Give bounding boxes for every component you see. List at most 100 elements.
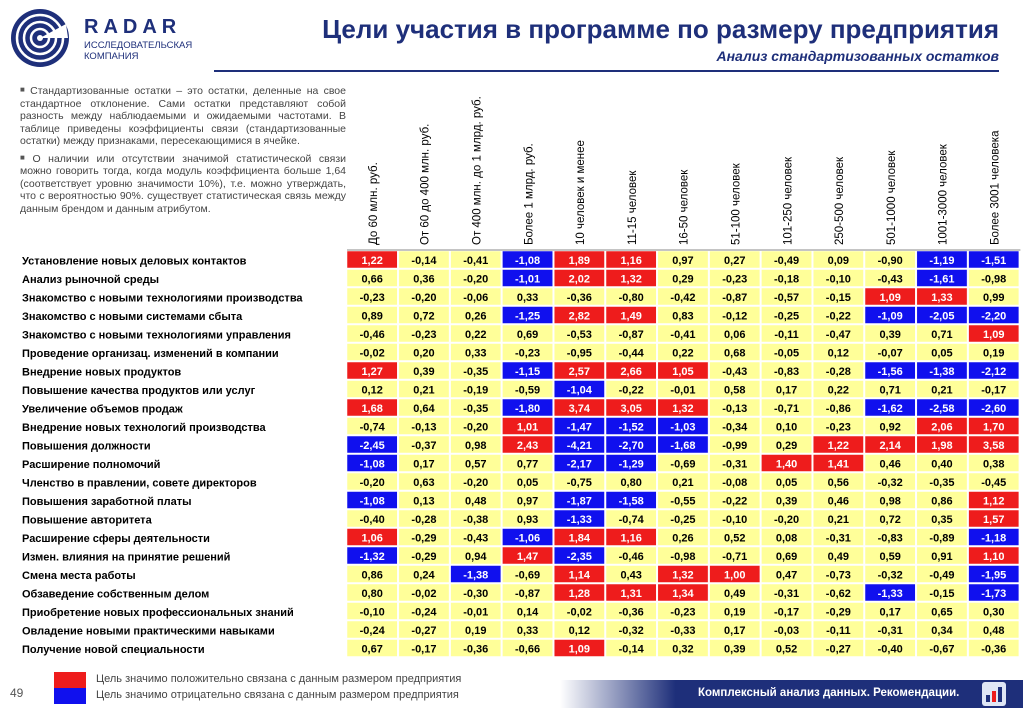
cell-value: -0,74	[360, 422, 386, 434]
cell	[450, 583, 502, 602]
cell	[605, 398, 657, 417]
bullet-icon: ■	[20, 85, 28, 94]
cell-value: 0,92	[879, 422, 900, 434]
cell	[553, 361, 605, 380]
cell	[968, 472, 1020, 491]
cell	[864, 343, 916, 361]
cell	[398, 472, 450, 491]
bullet-icon: ■	[20, 152, 30, 162]
cell	[450, 398, 502, 417]
cell-value: 0,48	[983, 625, 1004, 637]
footer-bar	[560, 680, 1023, 708]
cell-value: 1,98	[931, 440, 952, 452]
cell	[657, 472, 709, 491]
note-2: ■ О наличии или отсутствии значимой стати…	[20, 152, 346, 216]
cell	[761, 287, 812, 306]
cell	[346, 306, 398, 324]
cell-value: -1,03	[670, 422, 695, 434]
cell	[605, 546, 657, 565]
cell	[605, 306, 657, 324]
cell	[605, 472, 657, 491]
cell	[398, 602, 450, 620]
row-label: Знакомство с новыми технологиями произво…	[22, 293, 303, 305]
cell-value: 0,34	[931, 625, 953, 637]
cell-value: 0,66	[361, 274, 382, 286]
radar-logo-icon	[11, 9, 69, 67]
cell	[502, 602, 553, 620]
cell-value: 1,32	[620, 274, 641, 286]
cell-value: -1,58	[619, 496, 644, 508]
column-header: От 60 до 400 млн. руб.	[420, 124, 432, 245]
cell	[346, 509, 398, 528]
cell-value: 0,05	[931, 348, 952, 360]
cell	[916, 398, 968, 417]
cell-value: -0,62	[826, 588, 851, 600]
cell-value: 0,26	[465, 311, 486, 323]
cell	[450, 546, 502, 565]
note-1-text: Стандартизованные остатки – это остатки,…	[20, 85, 346, 147]
cell-value: -0,01	[463, 607, 488, 619]
cell-value: 0,08	[776, 533, 797, 545]
cell-value: 0,21	[931, 385, 952, 397]
cell-value: 0,97	[672, 255, 693, 267]
cell	[450, 491, 502, 509]
cell-value: 1,47	[517, 551, 538, 563]
cell-value: -0,23	[826, 422, 851, 434]
cell	[864, 417, 916, 435]
cell-value: 0,19	[465, 625, 486, 637]
cell-value: -2,05	[929, 311, 954, 323]
cell	[709, 324, 761, 343]
cell	[812, 380, 864, 398]
cell-value: -2,17	[567, 459, 592, 471]
cell-value: 0,21	[828, 514, 849, 526]
cell	[450, 620, 502, 639]
cell	[553, 324, 605, 343]
cell	[864, 361, 916, 380]
cell-value: -0,90	[878, 255, 903, 267]
cell-value: 0,98	[879, 496, 900, 508]
cell-value: 2,43	[517, 440, 538, 452]
cell-value: -0,71	[722, 551, 747, 563]
cell	[812, 324, 864, 343]
cell-value: 0,43	[620, 570, 641, 582]
cell-value: 2,06	[931, 422, 952, 434]
cell-value: 0,69	[517, 329, 538, 341]
cell-value: -0,98	[670, 551, 695, 563]
cell-value: 0,39	[724, 644, 745, 656]
cell	[657, 546, 709, 565]
legend-positive-label: Цель значимо положительно связана с данн…	[96, 673, 462, 685]
cell	[709, 620, 761, 639]
cell	[346, 491, 398, 509]
cell	[346, 435, 398, 454]
cell	[553, 546, 605, 565]
cell	[968, 287, 1020, 306]
row-label: Повышения должности	[22, 441, 151, 453]
cell-value: 0,22	[828, 385, 849, 397]
cell	[502, 546, 553, 565]
cell	[709, 306, 761, 324]
column-header: Более 3001 человека	[990, 130, 1002, 245]
cell	[761, 639, 812, 657]
cell	[761, 398, 812, 417]
cell	[761, 361, 812, 380]
cell-value: -0,46	[360, 329, 385, 341]
cell-value: 0,57	[465, 459, 486, 471]
cell	[553, 306, 605, 324]
cell-value: -0,22	[619, 385, 644, 397]
cell	[968, 546, 1020, 565]
cell-value: 0,12	[361, 385, 382, 397]
cell	[812, 250, 864, 269]
cell	[502, 472, 553, 491]
legend-negative-swatch	[54, 688, 86, 704]
cell-value: -0,20	[463, 274, 488, 286]
cell	[916, 250, 968, 269]
cell	[968, 435, 1020, 454]
cell-value: -0,20	[774, 514, 799, 526]
cell	[968, 306, 1020, 324]
cell	[346, 269, 398, 287]
cell-value: -0,31	[826, 533, 851, 545]
cell	[916, 343, 968, 361]
cell	[812, 620, 864, 639]
cell-value: -0,44	[619, 348, 645, 360]
cell	[502, 491, 553, 509]
